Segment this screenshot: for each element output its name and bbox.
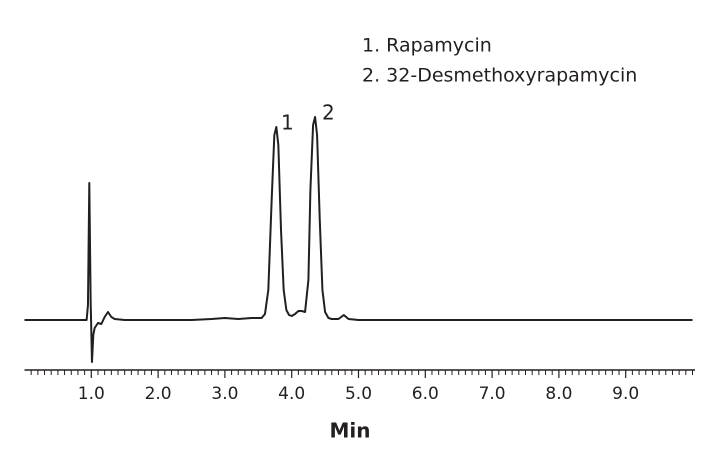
x-tick-label: 5.0 xyxy=(345,384,372,404)
x-axis-title: Min xyxy=(330,419,371,443)
x-tick-label: 2.0 xyxy=(145,384,172,404)
legend-item: 1. Rapamycin xyxy=(362,35,492,57)
x-tick-label: 9.0 xyxy=(612,384,639,404)
trace xyxy=(24,116,693,363)
peak-label: 2 xyxy=(322,101,335,125)
x-tick-label: 8.0 xyxy=(545,384,572,404)
x-tick-label: 3.0 xyxy=(211,384,238,404)
x-tick-label: 6.0 xyxy=(412,384,439,404)
peak-label: 1 xyxy=(281,111,294,135)
x-tick-label: 1.0 xyxy=(78,384,105,404)
legend-item: 2. 32-Desmethoxyrapamycin xyxy=(362,65,637,87)
x-tick-label: 4.0 xyxy=(278,384,305,404)
x-tick-label: 7.0 xyxy=(479,384,506,404)
